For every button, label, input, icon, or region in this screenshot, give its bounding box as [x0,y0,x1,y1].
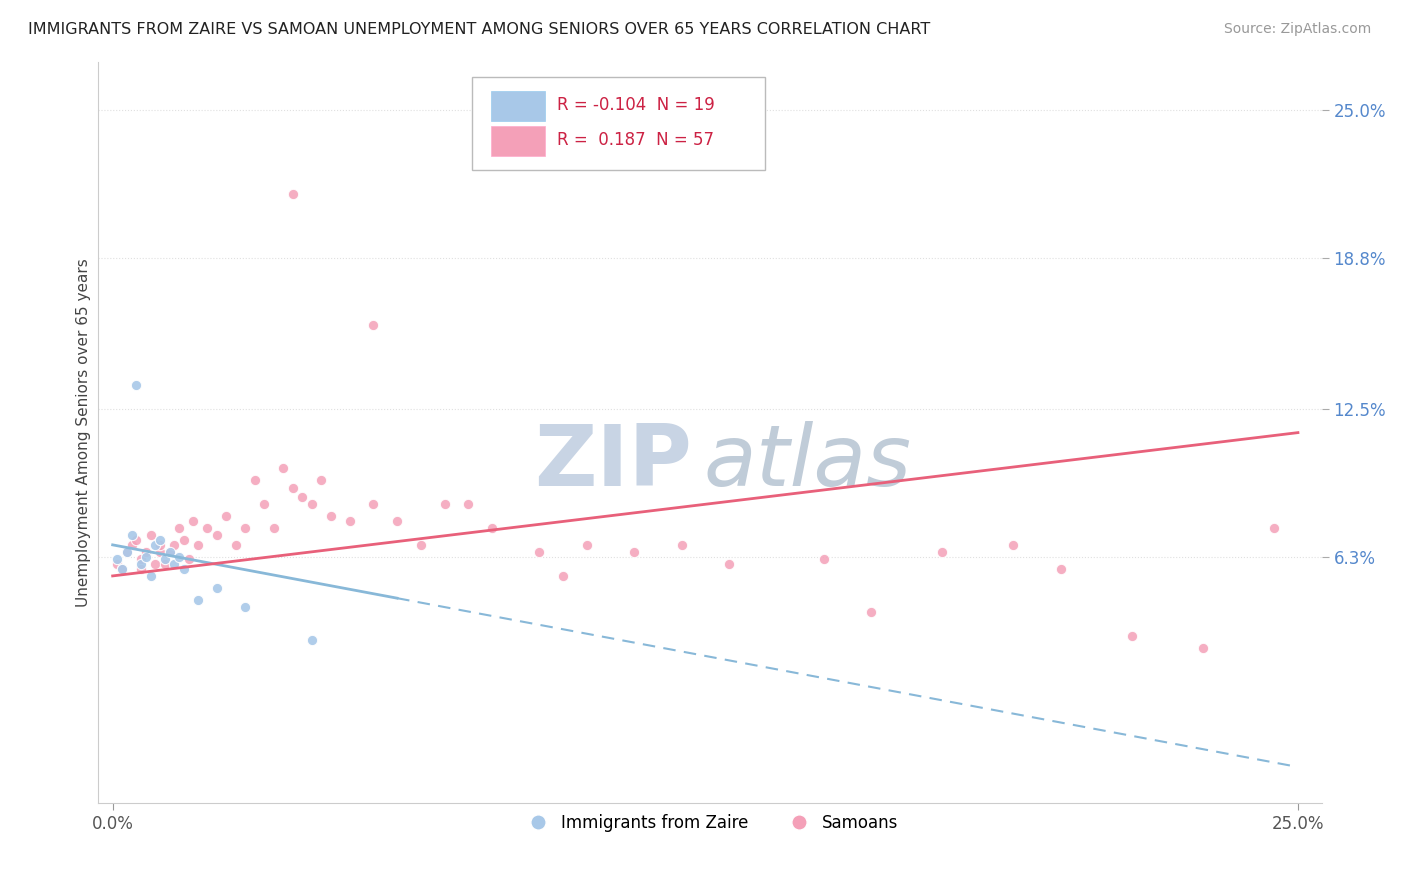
Point [457,497,479,511]
Point [121,528,143,542]
Point [235,599,257,614]
Legend: Immigrants from Zaire, Samoans: Immigrants from Zaire, Samoans [515,807,905,838]
Point [163,538,186,552]
Point [1002,538,1025,552]
Point [319,509,342,524]
Point [339,514,361,528]
Point [105,552,128,566]
Point [281,186,304,201]
Point [813,552,835,566]
Point [187,592,209,607]
Point [143,557,166,571]
Point [291,490,314,504]
Point [149,533,172,547]
Point [187,538,209,552]
Point [181,514,204,528]
FancyBboxPatch shape [471,78,765,169]
Text: IMMIGRANTS FROM ZAIRE VS SAMOAN UNEMPLOYMENT AMONG SENIORS OVER 65 YEARS CORRELA: IMMIGRANTS FROM ZAIRE VS SAMOAN UNEMPLOY… [28,22,931,37]
Point [575,538,598,552]
Point [111,562,134,576]
Text: R =  0.187  N = 57: R = 0.187 N = 57 [557,131,714,149]
Point [135,549,157,564]
Text: atlas: atlas [704,421,912,504]
Point [153,557,176,571]
Point [115,545,138,559]
Point [363,318,385,333]
FancyBboxPatch shape [491,126,546,156]
Point [173,533,195,547]
Text: ZIP: ZIP [534,421,692,504]
Point [205,528,228,542]
Point [205,581,228,595]
Point [125,377,148,392]
Point [215,509,238,524]
FancyBboxPatch shape [491,91,546,121]
Point [1121,629,1143,643]
Point [115,545,138,559]
Point [717,557,740,571]
Point [159,545,181,559]
Point [149,538,172,552]
Point [197,521,219,535]
Point [623,545,645,559]
Point [301,497,323,511]
Point [1050,562,1073,576]
Point [125,533,148,547]
Point [167,549,190,564]
Point [671,538,693,552]
Point [143,538,166,552]
Text: R = -0.104  N = 19: R = -0.104 N = 19 [557,95,714,113]
Point [273,461,295,475]
Point [1192,640,1215,655]
Point [163,557,186,571]
Point [139,569,162,583]
Point [167,521,190,535]
Point [235,521,257,535]
Point [111,562,134,576]
Point [149,545,172,559]
Point [301,633,323,648]
Point [529,545,551,559]
Point [363,497,385,511]
Point [433,497,456,511]
Point [225,538,247,552]
Point [243,474,266,488]
Point [263,521,285,535]
Point [121,538,143,552]
Point [153,552,176,566]
Point [139,528,162,542]
Point [135,545,157,559]
Point [129,552,152,566]
Point [173,562,195,576]
Point [1263,521,1285,535]
Point [177,552,200,566]
Point [129,557,152,571]
Point [253,497,276,511]
Point [931,545,953,559]
Point [551,569,574,583]
Point [129,562,152,576]
Point [860,605,883,619]
Point [385,514,408,528]
Point [159,545,181,559]
Y-axis label: Unemployment Among Seniors over 65 years: Unemployment Among Seniors over 65 years [76,259,91,607]
Point [281,481,304,495]
Point [409,538,432,552]
Point [309,474,332,488]
Text: Source: ZipAtlas.com: Source: ZipAtlas.com [1223,22,1371,37]
Point [105,557,128,571]
Point [481,521,503,535]
